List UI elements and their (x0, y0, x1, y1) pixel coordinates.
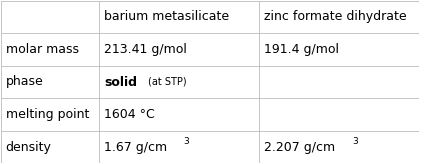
Text: melting point: melting point (6, 108, 89, 121)
Text: 1.67 g/cm: 1.67 g/cm (104, 141, 167, 154)
Text: 3: 3 (183, 137, 189, 146)
Text: phase: phase (6, 75, 43, 89)
Text: 191.4 g/mol: 191.4 g/mol (264, 43, 339, 56)
Text: 213.41 g/mol: 213.41 g/mol (104, 43, 187, 56)
Text: 2.207 g/cm: 2.207 g/cm (264, 141, 335, 154)
Text: 3: 3 (353, 137, 358, 146)
Text: zinc formate dihydrate: zinc formate dihydrate (264, 10, 407, 23)
Text: 1604 °C: 1604 °C (104, 108, 155, 121)
Text: (at STP): (at STP) (148, 77, 187, 87)
Text: molar mass: molar mass (6, 43, 79, 56)
Text: barium metasilicate: barium metasilicate (104, 10, 229, 23)
Text: solid: solid (104, 75, 137, 89)
Text: density: density (6, 141, 52, 154)
